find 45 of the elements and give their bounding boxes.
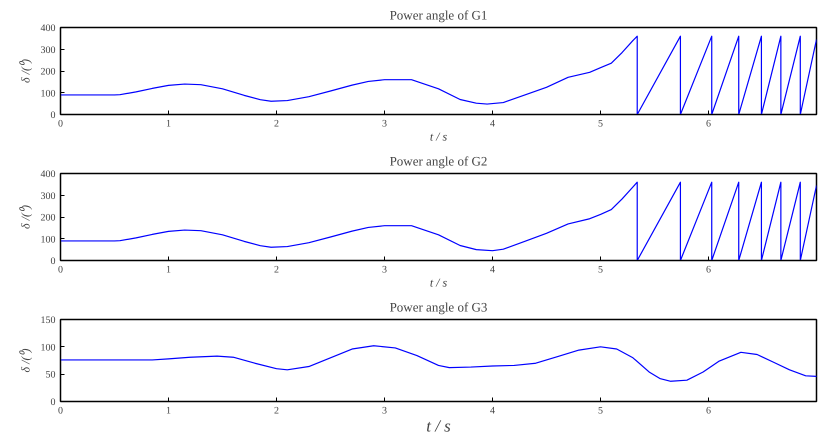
x-tick-label: 0 — [58, 264, 63, 276]
x-tick-label: 5 — [598, 118, 603, 130]
x-tick-label: 0 — [58, 406, 63, 416]
x-tick-label: 2 — [274, 406, 279, 416]
chart-title: Power angle of G2 — [390, 154, 488, 168]
line-series — [60, 345, 816, 382]
x-tick-label: 3 — [382, 264, 387, 276]
y-tick-label: 400 — [40, 23, 56, 34]
chart-title: Power angle of G3 — [390, 300, 488, 314]
y-tick-label: 200 — [40, 212, 56, 224]
x-tick-label: 4 — [490, 406, 495, 416]
y-tick-label: 100 — [40, 342, 56, 354]
y-tick-label: 200 — [40, 66, 56, 78]
y-tick-label: 0 — [50, 397, 56, 408]
y-tick-label: 0 — [50, 110, 56, 121]
x-tick-label: 2 — [274, 118, 279, 130]
x-tick-label: 1 — [166, 406, 171, 416]
x-tick-label: 2 — [274, 264, 279, 276]
x-tick-label: 5 — [598, 264, 603, 276]
x-tick-label: 6 — [706, 406, 711, 416]
y-tick-label: 300 — [40, 190, 56, 202]
y-tick-label: 50 — [46, 370, 56, 381]
x-axis-title: t / s — [426, 416, 452, 436]
y-tick-label: 100 — [40, 234, 56, 246]
y-axis-title: δ /(⁰) — [18, 348, 32, 372]
x-tick-label: 3 — [382, 118, 387, 130]
x-tick-label: 4 — [490, 118, 495, 130]
x-tick-label: 5 — [598, 406, 603, 416]
x-tick-label: 4 — [490, 264, 495, 276]
x-tick-label: 1 — [166, 118, 171, 130]
y-axis-title: δ /(⁰) — [18, 205, 32, 229]
y-tick-label: 400 — [40, 169, 56, 180]
y-tick-label: 100 — [40, 88, 56, 100]
y-axis-title: δ /(⁰) — [18, 59, 32, 83]
x-axis-title: t / s — [430, 130, 448, 144]
x-tick-label: 6 — [706, 118, 711, 130]
y-tick-label: 0 — [50, 256, 56, 267]
x-tick-label: 0 — [58, 118, 63, 130]
x-tick-label: 1 — [166, 264, 171, 276]
x-axis-title: t / s — [430, 276, 448, 290]
y-tick-label: 150 — [40, 315, 56, 326]
x-tick-label: 6 — [706, 264, 711, 276]
y-tick-label: 300 — [40, 44, 56, 56]
x-tick-label: 3 — [382, 406, 387, 416]
chart-title: Power angle of G1 — [390, 8, 488, 22]
